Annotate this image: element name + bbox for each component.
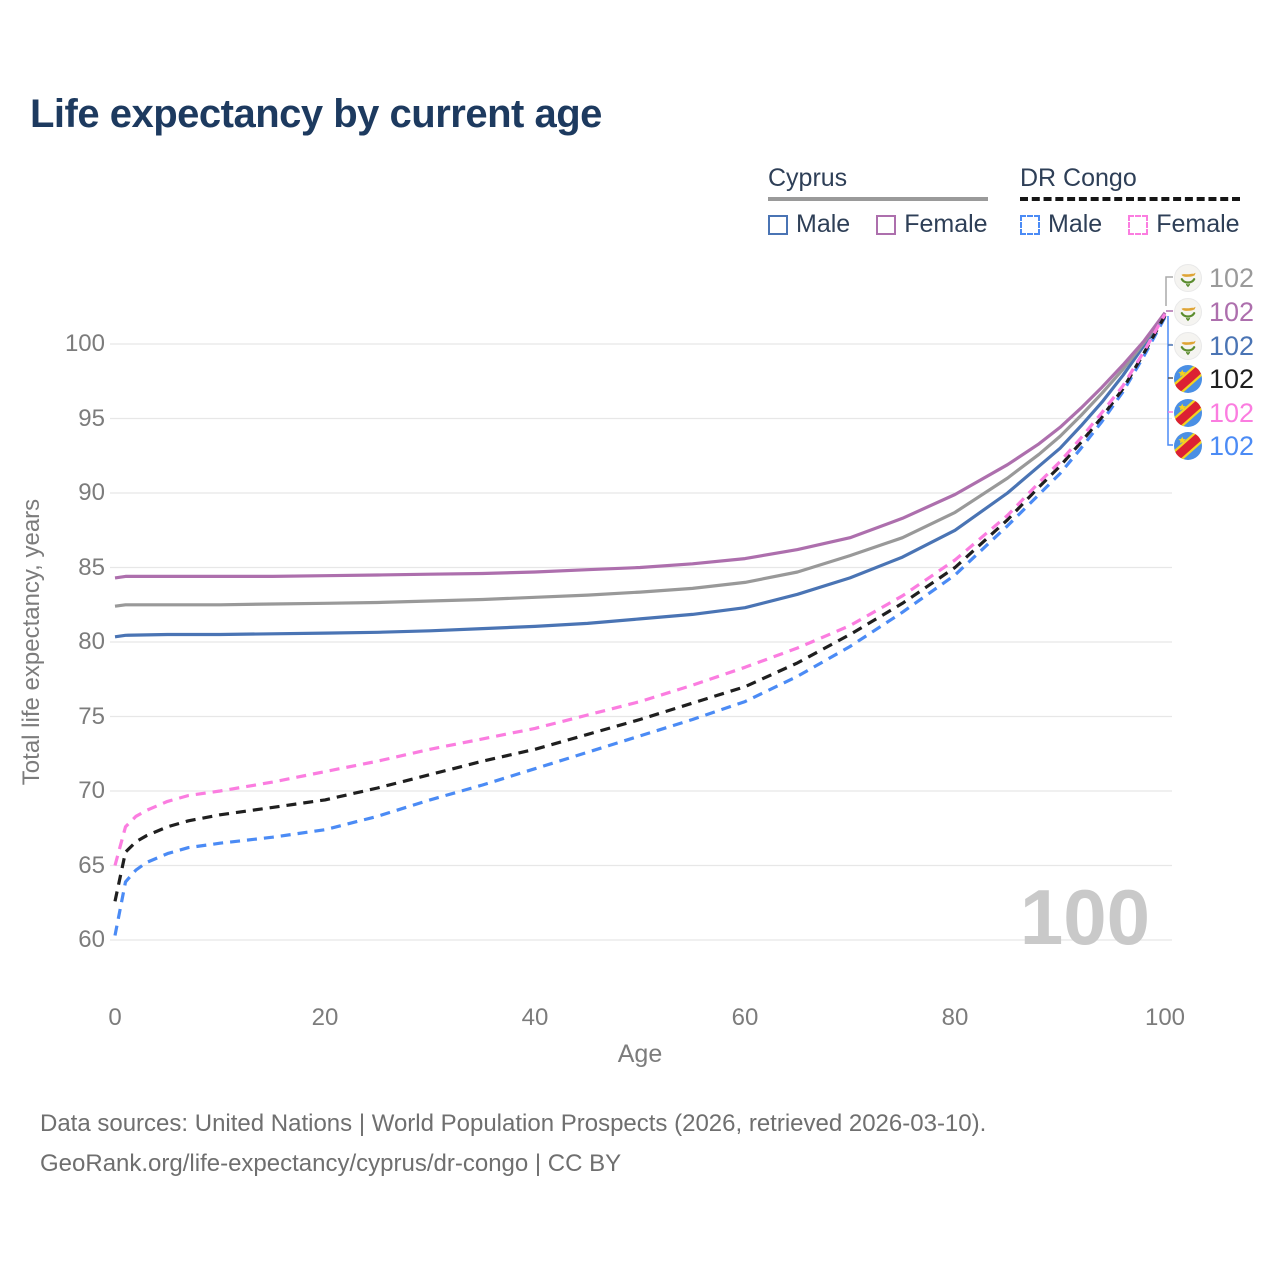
y-tick-label: 80 [78, 628, 105, 655]
gridlines [110, 343, 1172, 941]
legend-item-drc-male[interactable]: Male [1020, 210, 1102, 239]
y-tick-label: 90 [78, 479, 105, 506]
legend-group-dr-congo: DR Congo Male Female [1020, 164, 1240, 239]
x-axis-title: Age [617, 1040, 663, 1068]
series-lines [113, 311, 1167, 936]
cyprus-male-swatch-icon [768, 214, 788, 235]
y-tick-label: 65 [78, 851, 105, 879]
x-tick-label: 20 [311, 1004, 339, 1031]
data-sources-line: Data sources: United Nations | World Pop… [40, 1110, 987, 1137]
end-label-drc-male: 102 [1174, 431, 1254, 461]
series-line-cyprus-male[interactable] [114, 314, 1167, 639]
end-value: 102 [1209, 397, 1255, 428]
end-label-cyprus-female: 102 [1174, 297, 1254, 327]
series-line-cyprus-female[interactable] [114, 311, 1167, 580]
attribution-line: GeoRank.org/life-expectancy/cyprus/dr-co… [40, 1150, 622, 1177]
legend-country-dr-congo[interactable]: DR Congo [1020, 164, 1240, 201]
y-tick-label: 85 [78, 553, 105, 581]
y-tick-label: 60 [78, 926, 105, 953]
legend-item-drc-female[interactable]: Female [1128, 210, 1240, 239]
legend-item-cyprus-male[interactable]: Male [768, 210, 850, 239]
end-value: 102 [1209, 363, 1255, 394]
x-tick-label: 100 [1144, 1004, 1186, 1031]
series-line-cyprus-both[interactable] [114, 313, 1167, 608]
page-title: Life expectancy by current age [30, 92, 602, 136]
x-tick-label: 0 [108, 1004, 122, 1031]
legend-group-cyprus: Cyprus Male Female [768, 164, 988, 239]
dr-congo-flag-icon [1174, 365, 1202, 393]
x-tick-label: 60 [731, 1004, 759, 1031]
y-tick-label: 95 [78, 404, 105, 432]
legend-label: Female [904, 210, 988, 238]
cyprus-flag-icon [1174, 264, 1202, 292]
end-value: 102 [1209, 330, 1255, 361]
end-value: 102 [1209, 430, 1255, 461]
series-line-dr-congo-female[interactable] [113, 313, 1167, 866]
x-tick-label: 40 [521, 1004, 549, 1031]
legend-label: Male [796, 210, 851, 238]
y-tick-label: 70 [78, 777, 105, 804]
y-tick-label: 75 [78, 702, 105, 730]
end-label-cyprus-male: 102 [1174, 331, 1254, 361]
end-value: 102 [1209, 296, 1255, 327]
legend-item-cyprus-female[interactable]: Female [876, 210, 988, 239]
y-tick-label: 100 [64, 330, 105, 357]
dr-congo-flag-icon [1174, 432, 1202, 460]
end-label-drc-both: 102 [1174, 364, 1254, 394]
end-label-drc-female: 102 [1174, 398, 1254, 428]
series-line-dr-congo-male[interactable] [113, 316, 1167, 936]
x-tick-label: 80 [941, 1004, 969, 1031]
legend-country-cyprus[interactable]: Cyprus [768, 164, 988, 201]
legend-label: Male [1048, 210, 1103, 238]
legend-label: Female [1156, 210, 1240, 238]
end-label-leader-lines [1165, 276, 1173, 446]
drc-male-swatch-icon [1020, 214, 1040, 235]
cyprus-flag-icon [1174, 332, 1202, 360]
end-label-cyprus-both: 102 [1174, 263, 1254, 293]
current-age-watermark: 100 [1019, 873, 1150, 961]
series-line-dr-congo-both[interactable] [113, 314, 1167, 902]
cyprus-flag-icon [1174, 298, 1202, 326]
cyprus-female-swatch-icon [876, 214, 897, 235]
dr-congo-flag-icon [1174, 399, 1202, 427]
drc-female-swatch-icon [1128, 214, 1149, 235]
end-value: 102 [1209, 262, 1255, 293]
